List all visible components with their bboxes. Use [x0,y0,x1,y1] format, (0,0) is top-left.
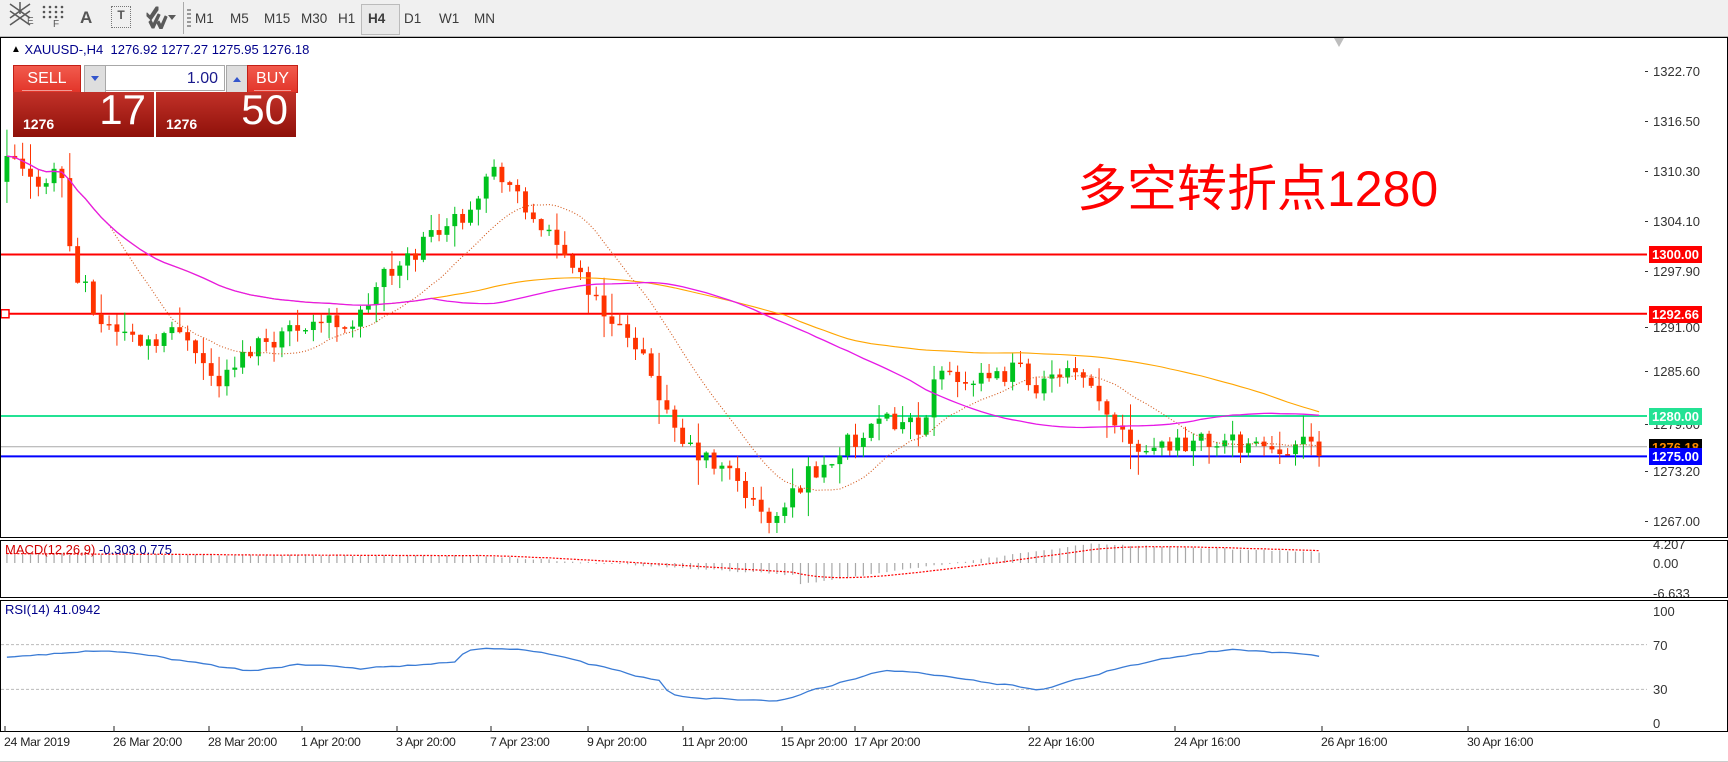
svg-text:多空转折点1280: 多空转折点1280 [1077,161,1438,217]
